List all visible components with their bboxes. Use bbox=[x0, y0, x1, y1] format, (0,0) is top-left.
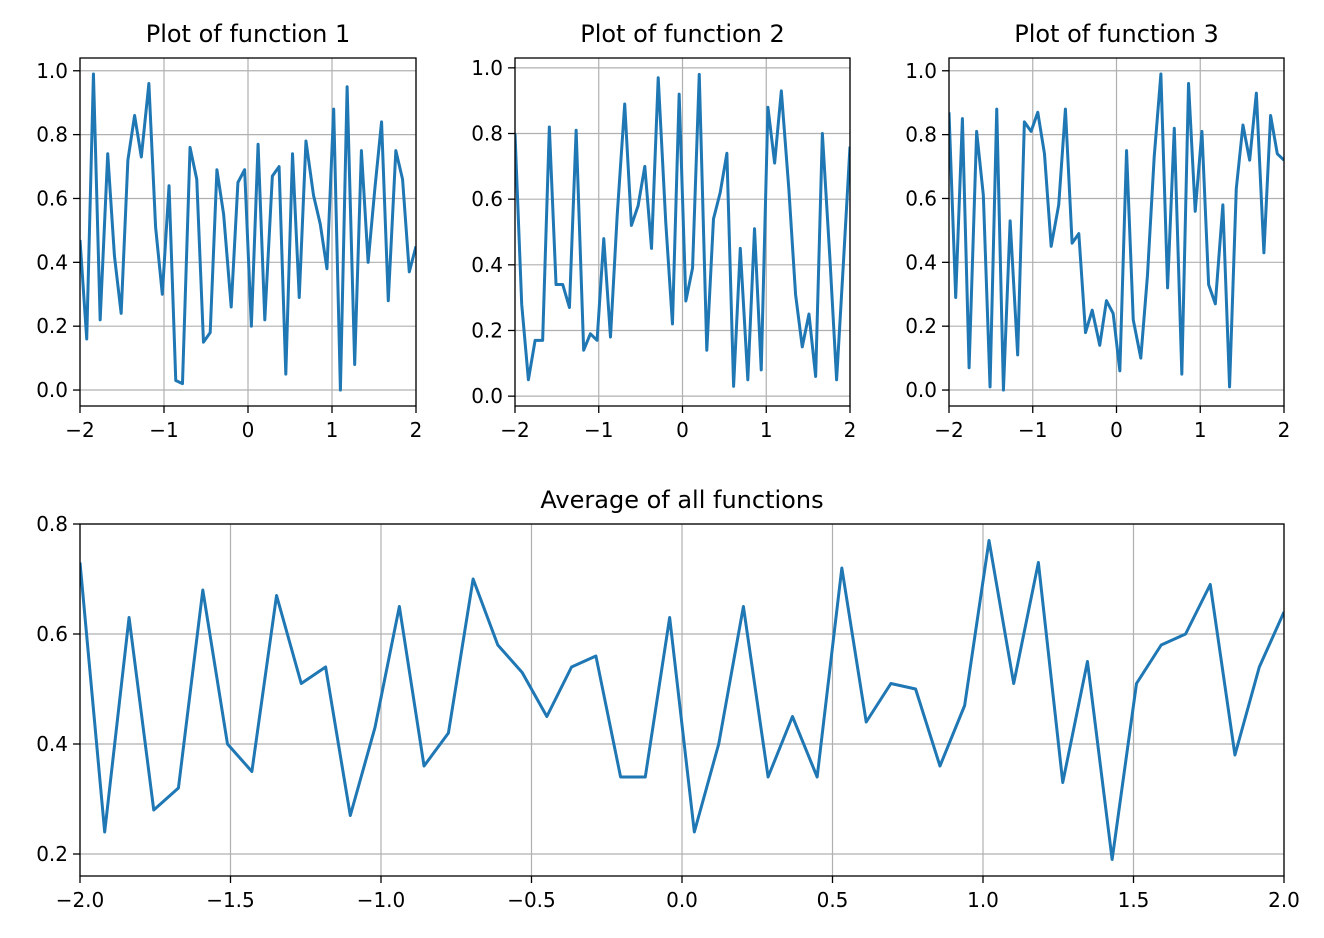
function-3-y-tick-label: 1.0 bbox=[905, 59, 937, 83]
function-1-y-tick-label: 0.0 bbox=[36, 378, 68, 402]
function-3-x-tick-label: −1 bbox=[1018, 418, 1047, 442]
average-x-tick-label: 1.0 bbox=[967, 888, 999, 912]
average-series-line bbox=[80, 539, 1284, 861]
function-2-y-tick-label: 0.4 bbox=[471, 253, 503, 277]
function-1-plot: −2 −1 0 1 2 0.0 0.2 0.4 0.6 0.8 1.0 Plot of functio… bbox=[36, 20, 422, 442]
function-2-y-tick-label: 1.0 bbox=[471, 56, 503, 80]
average-y-tick-label: 0.6 bbox=[36, 622, 68, 646]
function-2-y-tick-label: 0.0 bbox=[471, 384, 503, 408]
average-y-tick-label: 0.8 bbox=[36, 512, 68, 536]
average-plot: −2.0 −1.5 −1.0 −0.5 0.0 0.5 1.0 1.5 2.0 0.2 0.4 0.6… bbox=[36, 486, 1300, 912]
average-x-tick-label: 0.5 bbox=[817, 888, 849, 912]
average-y-tick-label: 0.2 bbox=[36, 842, 68, 866]
function-2-x-tick-label: −2 bbox=[500, 418, 529, 442]
function-3-x-tick-label: −2 bbox=[934, 418, 963, 442]
average-x-tick-label: −1.5 bbox=[206, 888, 255, 912]
average-chart-title: Average of all functions bbox=[540, 486, 823, 514]
average-x-tick-label: −2.0 bbox=[56, 888, 105, 912]
function-2-chart-title: Plot of function 2 bbox=[580, 20, 785, 48]
function-3-y-tick-label: 0.2 bbox=[905, 314, 937, 338]
function-3-y-tick-label: 0.4 bbox=[905, 250, 937, 274]
function-3-series-line bbox=[949, 72, 1284, 392]
average-x-tick-label: 2.0 bbox=[1268, 888, 1300, 912]
average-x-tick-label: 1.5 bbox=[1118, 888, 1150, 912]
function-2-y-tick-label: 0.2 bbox=[471, 318, 503, 342]
function-2-series-line bbox=[515, 72, 850, 388]
function-2-x-tick-label: 2 bbox=[844, 418, 857, 442]
average-y-tick-label: 0.4 bbox=[36, 732, 68, 756]
function-2-x-tick-label: 0 bbox=[676, 418, 689, 442]
function-3-x-tick-label: 2 bbox=[1278, 418, 1291, 442]
function-3-y-tick-label: 0.8 bbox=[905, 123, 937, 147]
function-2-plot: −2 −1 0 1 2 0.0 0.2 0.4 0.6 0.8 1.0 Plot of functio… bbox=[471, 20, 856, 442]
function-2-y-tick-label: 0.8 bbox=[471, 122, 503, 146]
average-x-tick-label: 0.0 bbox=[666, 888, 698, 912]
function-1-y-tick-label: 0.4 bbox=[36, 250, 68, 274]
function-1-x-tick-label: 0 bbox=[242, 418, 255, 442]
function-2-x-tick-label: 1 bbox=[760, 418, 773, 442]
function-1-x-tick-label: 2 bbox=[410, 418, 423, 442]
function-1-x-tick-label: −1 bbox=[149, 418, 178, 442]
average-x-tick-label: −1.0 bbox=[357, 888, 406, 912]
function-3-y-tick-label: 0.0 bbox=[905, 378, 937, 402]
function-1-y-tick-label: 0.8 bbox=[36, 123, 68, 147]
function-1-series-line bbox=[80, 72, 416, 392]
function-2-y-tick-label: 0.6 bbox=[471, 187, 503, 211]
function-3-x-tick-label: 0 bbox=[1110, 418, 1123, 442]
function-1-x-tick-label: −2 bbox=[65, 418, 94, 442]
function-3-plot: −2 −1 0 1 2 0.0 0.2 0.4 0.6 0.8 1.0 Plot of functio… bbox=[905, 20, 1290, 442]
function-1-y-tick-label: 0.6 bbox=[36, 186, 68, 210]
function-1-chart-title: Plot of function 1 bbox=[146, 20, 351, 48]
function-1-y-tick-label: 0.2 bbox=[36, 314, 68, 338]
function-1-y-tick-label: 1.0 bbox=[36, 59, 68, 83]
function-2-x-tick-label: −1 bbox=[584, 418, 613, 442]
average-x-tick-label: −0.5 bbox=[507, 888, 556, 912]
function-3-y-tick-label: 0.6 bbox=[905, 186, 937, 210]
function-1-x-tick-label: 1 bbox=[326, 418, 339, 442]
function-3-chart-title: Plot of function 3 bbox=[1014, 20, 1219, 48]
function-3-x-tick-label: 1 bbox=[1194, 418, 1207, 442]
